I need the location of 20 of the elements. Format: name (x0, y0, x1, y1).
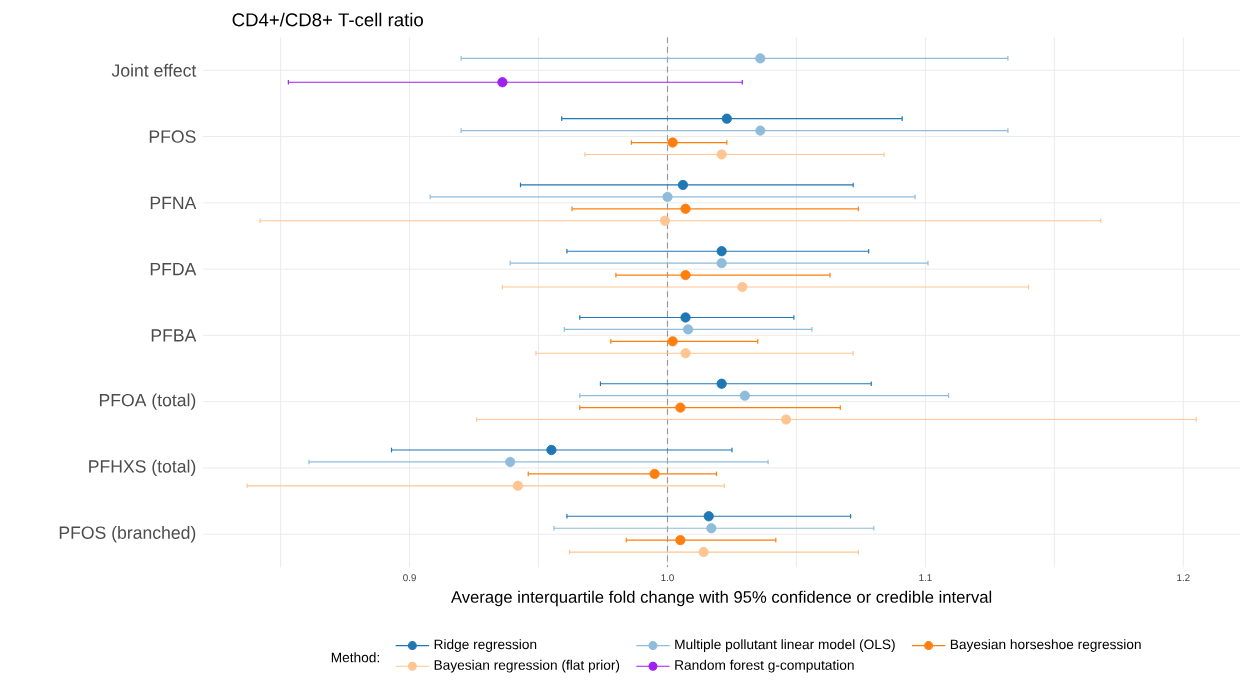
legend-title: Method: (331, 652, 379, 663)
y-tick-label: PFNA (150, 196, 197, 210)
y-tick-label: PFOS (149, 130, 196, 143)
x-tick-label: 0.9 (403, 574, 416, 582)
y-tick-label: PFHXS (total) (89, 459, 196, 477)
legend-label: Random forest g-computation (675, 659, 854, 673)
x-axis-title: Average interquartile fold change with 95% confidence or credible interval (451, 590, 992, 607)
x-tick-label: 1.0 (661, 574, 674, 582)
legend-label: Multiple pollutant linear model (OLS) (675, 639, 895, 653)
legend-label: Bayesian regression (flat prior) (434, 659, 620, 673)
x-tick-label: 1.2 (1177, 574, 1190, 582)
y-tick-label: PFOS (branched) (59, 526, 196, 543)
y-tick-label: Joint effect (111, 63, 197, 77)
legend-label: Ridge regression (434, 639, 537, 653)
x-tick-label: 1.1 (919, 574, 932, 582)
y-tick-label: PFOA (total) (99, 393, 196, 410)
y-tick-label: PFDA (150, 263, 197, 276)
chart-title: CD4+/CD8+ T-cell ratio (232, 12, 423, 27)
y-tick-label: PFBA (151, 329, 197, 342)
legend-label: Bayesian horseshoe regression (950, 639, 1141, 653)
